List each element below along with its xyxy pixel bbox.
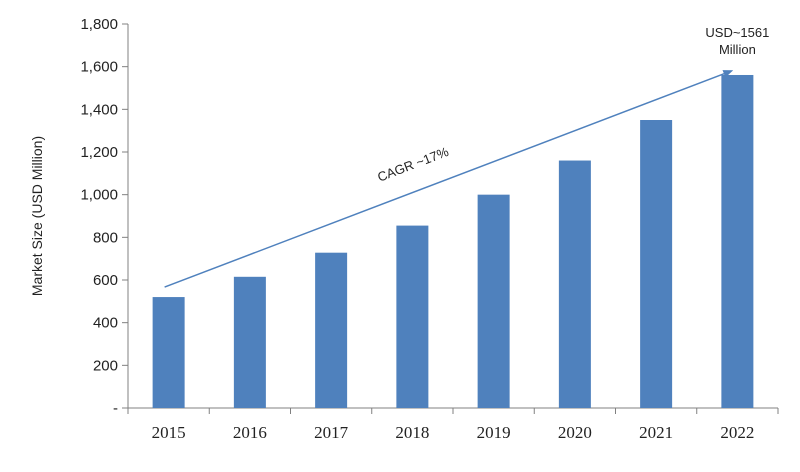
x-tick-label: 2022	[720, 423, 754, 442]
x-axis: 2015 2016 2017 2018 2019 2020 2021 2022	[127, 407, 779, 442]
x-tick-label: 2018	[395, 423, 429, 442]
bar	[721, 74, 754, 408]
bar	[640, 120, 673, 408]
y-tick-label: 1,600	[80, 59, 118, 76]
y-tick-label: 800	[93, 229, 118, 246]
x-tick-label: 2020	[558, 423, 592, 442]
bar	[233, 276, 266, 408]
bar	[477, 194, 510, 408]
x-tick-label: 2019	[477, 423, 511, 442]
y-axis: - 200 400 600 800 1,000 1,200 1,400 1,600 1,800	[80, 16, 129, 417]
y-tick-label: 400	[93, 315, 118, 332]
bar	[315, 252, 348, 408]
y-axis-title: Market Size (USD Million)	[29, 136, 45, 296]
bar	[396, 225, 429, 408]
bar-series	[152, 74, 754, 408]
x-tick-label: 2021	[639, 423, 673, 442]
cagr-label: CAGR ~17%	[375, 144, 451, 185]
x-tick-label: 2015	[152, 423, 186, 442]
bar	[558, 160, 591, 408]
x-tick-label: 2016	[233, 423, 267, 442]
y-tick-label: 600	[93, 272, 118, 289]
y-tick-label: 1,800	[80, 16, 118, 33]
bar	[152, 297, 185, 408]
end-value-label: USD~1561	[705, 25, 769, 40]
y-tick-label: 1,000	[80, 187, 118, 204]
y-tick-label: 200	[93, 357, 118, 374]
end-value-unit-label: Million	[719, 42, 756, 57]
y-tick-label: -	[113, 400, 118, 417]
cagr-trend-arrow	[164, 70, 734, 288]
y-tick-label: 1,200	[80, 144, 118, 161]
y-tick-label: 1,400	[80, 101, 118, 118]
annotations: CAGR ~17% USD~1561 Million	[164, 25, 769, 288]
x-tick-label: 2017	[314, 423, 349, 442]
